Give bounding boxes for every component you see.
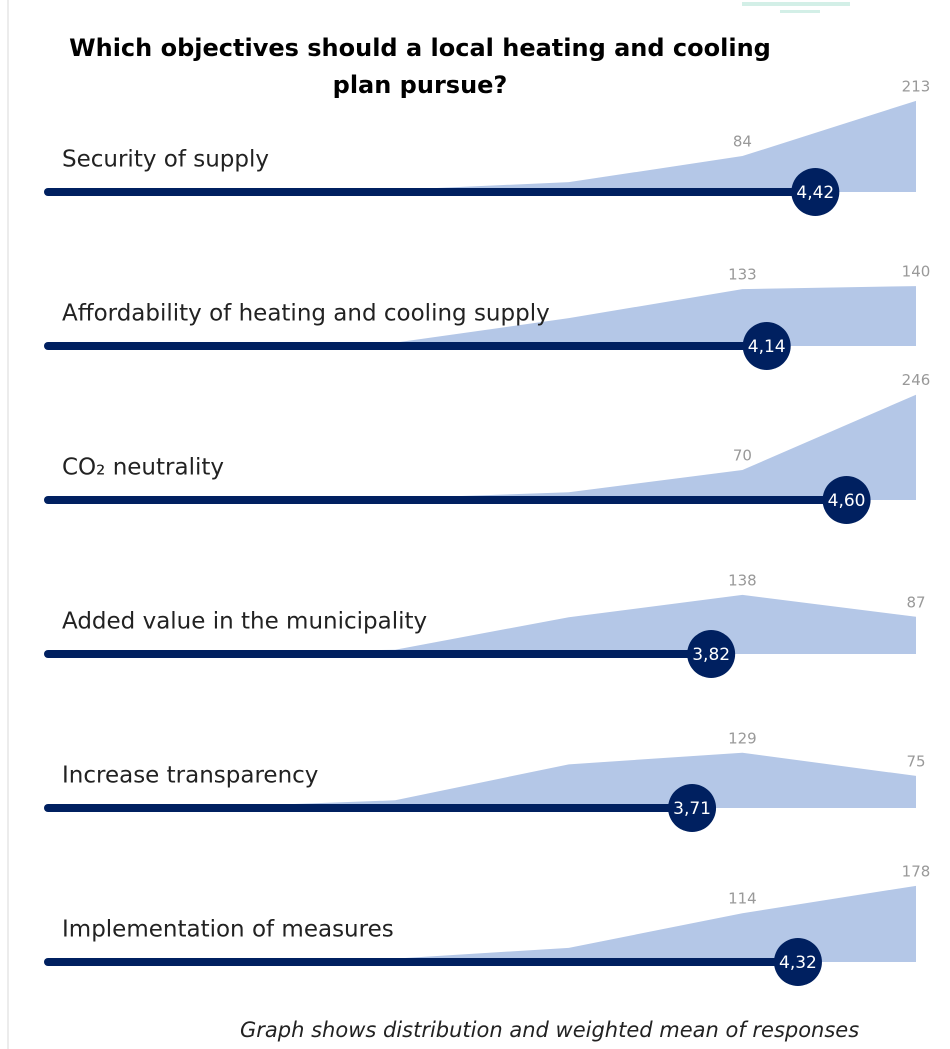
- row-label: CO₂ neutrality: [62, 455, 224, 481]
- chart-title: Which objectives should a local heating …: [69, 34, 771, 99]
- mean-marker: [773, 938, 822, 986]
- count-label: 138: [728, 571, 757, 589]
- count-label: 70: [733, 447, 752, 465]
- count-label: 140: [902, 263, 931, 281]
- mean-marker: [822, 476, 871, 524]
- distribution-area: [221, 885, 917, 962]
- footnote: Graph shows distribution and weighted me…: [240, 1018, 860, 1042]
- mean-marker: [742, 322, 791, 370]
- mean-label: 3,71: [673, 799, 711, 819]
- row-label: Implementation of measures: [62, 917, 394, 943]
- count-label: 178: [902, 862, 931, 880]
- count-label: 133: [728, 266, 757, 284]
- count-label: 114: [728, 890, 757, 908]
- count-label: 213: [902, 77, 931, 95]
- mean-marker: [687, 630, 736, 678]
- distribution-area: [221, 286, 917, 346]
- mean-marker: [791, 168, 840, 216]
- count-label: 75: [906, 752, 925, 770]
- count-label: 87: [906, 593, 925, 611]
- count-label: 129: [728, 729, 757, 747]
- mean-label: 4,14: [748, 337, 786, 357]
- distribution-area: [221, 100, 917, 192]
- mean-marker: [668, 784, 717, 832]
- mean-label: 4,32: [779, 953, 817, 973]
- row-label: Affordability of heating and cooling sup…: [62, 301, 550, 327]
- row-label: Security of supply: [62, 147, 269, 173]
- distribution-area: [221, 594, 917, 654]
- distribution-area: [221, 394, 917, 500]
- mean-label: 4,42: [796, 183, 834, 203]
- count-label: 246: [902, 371, 931, 389]
- row-label: Added value in the municipality: [62, 609, 427, 635]
- count-label: 84: [733, 133, 752, 151]
- row-label: Increase transparency: [62, 763, 318, 789]
- distribution-area: [221, 752, 917, 808]
- mean-label: 4,60: [828, 491, 866, 511]
- mean-label: 3,82: [692, 645, 730, 665]
- corner-decoration: [742, 2, 850, 13]
